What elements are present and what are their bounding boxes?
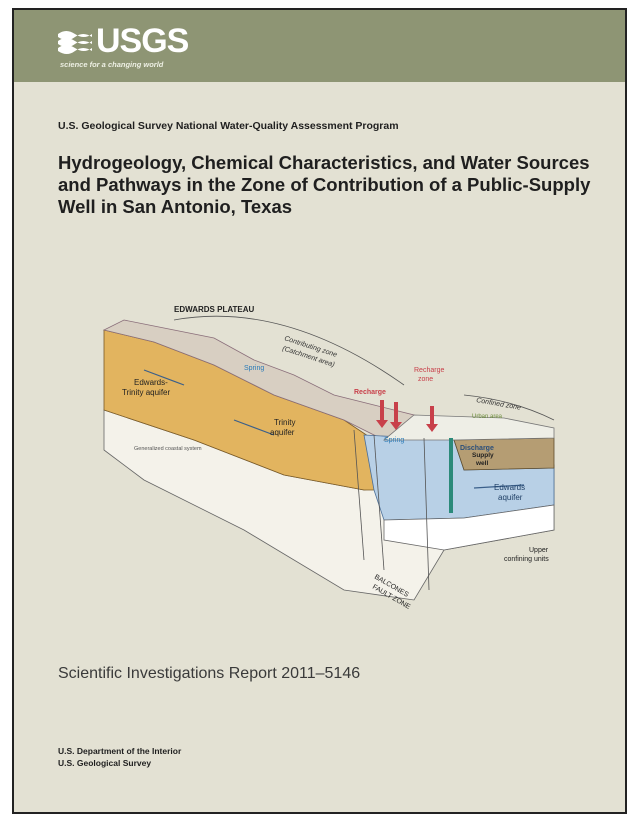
report-cover: USGS science for a changing world U.S. G…: [12, 8, 627, 814]
usgs-logo-text: USGS: [96, 22, 189, 60]
spring-label: Spring: [244, 365, 264, 372]
upper-confining-label: Upper: [529, 547, 549, 554]
title-line: Hydrogeology, Chemical Characteristics, …: [58, 152, 590, 173]
urban-area-label: Urban area: [472, 414, 503, 420]
title-line: Well in San Antonio, Texas: [58, 196, 293, 217]
program-name: U.S. Geological Survey National Water-Qu…: [58, 120, 399, 132]
fault-line: [373, 434, 385, 571]
spring-label: Spring: [384, 437, 404, 444]
recharge-arrow: [426, 406, 438, 432]
department-block: U.S. Department of the Interior U.S. Geo…: [58, 745, 181, 769]
title-line: and Pathways in the Zone of Contribution…: [58, 174, 591, 195]
confined-zone-label: Confined zone: [476, 397, 522, 412]
report-title: Hydrogeology, Chemical Characteristics, …: [58, 152, 618, 218]
trinity-label: aquifer: [270, 428, 295, 437]
edwards-trinity-label: Edwards-: [134, 378, 168, 387]
flow-arrow: [143, 369, 185, 386]
header-bar: USGS science for a changing world: [14, 10, 625, 82]
supply-well-label: Supply: [472, 452, 494, 459]
flow-arrow: [473, 484, 525, 489]
zone-arc: [463, 394, 555, 421]
recharge-zone-label: Recharge: [414, 367, 444, 374]
flow-arrow: [233, 419, 275, 436]
recharge-arrow: [376, 400, 388, 428]
supply-well-shaft: [449, 438, 453, 513]
usgs-tagline: science for a changing world: [60, 60, 164, 69]
confined-zone-surface: [382, 414, 555, 441]
agency-line: U.S. Geological Survey: [58, 758, 152, 768]
usgs-logo: USGS science for a changing world: [58, 20, 208, 76]
report-series: Scientific Investigations Report 2011–51…: [58, 665, 361, 682]
trinity-label: Trinity: [274, 418, 295, 427]
coastal-system-label: Generalized coastal system: [134, 446, 202, 452]
hydrogeology-block-diagram: EDWARDS PLATEAU Contributing zone (Catch…: [102, 305, 555, 611]
upper-confining-label: confining units: [504, 556, 549, 563]
plateau-label: EDWARDS PLATEAU: [174, 305, 255, 314]
upper-confining-layer: [453, 437, 555, 471]
fault-line: [353, 429, 365, 561]
discharge-label: Discharge: [460, 445, 494, 452]
edwards-trinity-label: Trinity aquifer: [122, 388, 171, 397]
department-line: U.S. Department of the Interior: [58, 746, 182, 756]
edwards-aquifer-label: Edwards: [494, 483, 525, 492]
recharge-arrow: [390, 402, 402, 430]
recharge-label: Recharge: [354, 389, 386, 396]
supply-well-label: well: [475, 460, 488, 467]
usgs-wave-icon: [58, 31, 92, 54]
front-face: [383, 504, 555, 551]
fault-line: [423, 437, 430, 591]
recharge-zone-label: zone: [418, 376, 433, 383]
edwards-aquifer-label: aquifer: [498, 493, 523, 502]
zone-arc: [173, 315, 405, 386]
plateau-surface: [102, 319, 415, 441]
